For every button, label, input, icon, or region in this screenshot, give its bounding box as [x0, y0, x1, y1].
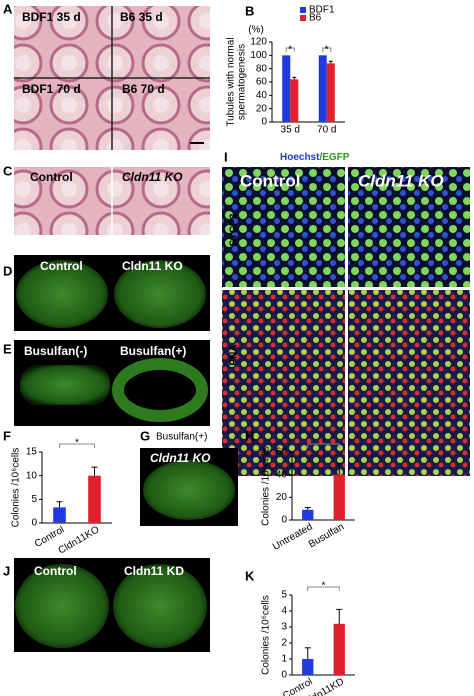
image-label: BDF1 35 d [22, 10, 81, 24]
significance-bracket [285, 47, 295, 52]
image-label: Control [40, 259, 83, 273]
image-label: Busulfan(+) [120, 344, 186, 358]
unit-label: (%) [248, 25, 264, 36]
y-tick-label: 10 [26, 470, 38, 481]
panel-letter: F [3, 428, 11, 443]
image-label: SYCP3 [229, 213, 240, 246]
bar [318, 55, 327, 123]
y-tick-label: 20 [276, 492, 288, 503]
y-tick-label: 5 [281, 590, 287, 601]
y-axis-label: Colonies /10⁶cells [261, 595, 272, 675]
title-part: /EGFP [319, 152, 349, 163]
bar [302, 509, 314, 520]
y-tick-label: 60 [256, 77, 268, 88]
image-label: Cldn11 KD [124, 564, 184, 578]
legend-label: BDF1 [309, 5, 335, 16]
fluorescence-image [143, 460, 235, 520]
significance-star: * [75, 438, 79, 449]
panel-letter: I [224, 149, 228, 164]
y-tick-label: 20 [256, 103, 268, 114]
significance-bracket [307, 586, 340, 591]
legend-swatch [300, 15, 306, 21]
image-label: Control [240, 171, 300, 190]
y-tick-label: 120 [250, 37, 267, 48]
image-label: BDF1 70 d [22, 82, 81, 96]
image-label: Busulfan(+) [156, 432, 207, 443]
bar [53, 507, 66, 523]
bar [333, 623, 345, 675]
x-tick-label: 35 d [281, 125, 300, 136]
bar [326, 63, 335, 122]
panel-letter: B [245, 3, 254, 18]
panel-letter: C [3, 163, 13, 178]
x-tick-label: Untreated [271, 521, 315, 552]
significance-star: * [325, 45, 329, 56]
fluorescence-image [113, 564, 207, 648]
significance-star: * [288, 45, 292, 56]
bar [88, 475, 101, 523]
significance-bracket [59, 443, 95, 448]
image-label: Cldn11 KO [150, 451, 211, 465]
image-label: PNA [229, 344, 240, 365]
bar [302, 659, 314, 675]
y-tick-label: 40 [276, 469, 288, 480]
image-label: Control [30, 170, 73, 184]
y-tick-label: 2 [281, 638, 287, 649]
significance-star: * [322, 438, 326, 449]
y-tick-label: 0 [31, 518, 37, 529]
significance-bracket [322, 47, 332, 52]
y-tick-label: 100 [250, 50, 267, 61]
title-part: Hoechst [280, 152, 320, 163]
image-label: Busulfan(-) [24, 344, 87, 358]
fluorescence-image [112, 358, 208, 422]
image-label: Cldn11 KO [358, 171, 444, 190]
y-tick-label: 4 [281, 606, 287, 617]
legend-label: B6 [309, 13, 322, 24]
fluorescence-image [114, 260, 206, 328]
y-tick-label: 40 [256, 90, 268, 101]
image-label: B6 70 d [122, 82, 165, 96]
panel-letter: G [140, 428, 150, 443]
panel-letter: A [3, 1, 13, 16]
y-tick-label: 5 [31, 494, 37, 505]
panel-letter: K [245, 568, 255, 583]
panel-letter: J [3, 563, 10, 578]
y-tick-label: 60 [276, 447, 288, 458]
image-label: Cldn11 KO [122, 259, 183, 273]
image-label: Control [34, 564, 77, 578]
y-tick-label: 1 [281, 654, 287, 665]
image-label: Cldn11 KO [122, 170, 183, 184]
confocal-image [222, 167, 345, 287]
fluorescence-image [15, 564, 109, 648]
y-tick-label: 0 [261, 117, 267, 128]
fluorescence-image [20, 365, 110, 405]
y-axis-label: Colonies /10⁶cells [11, 448, 22, 528]
y-axis-label: Colonies /10⁶cells [261, 446, 272, 526]
panel-title: Hoechst/EGFP [280, 152, 350, 163]
y-tick-label: 0 [281, 515, 287, 526]
panel-letter: D [3, 263, 12, 278]
image-label: B6 35 d [120, 10, 163, 24]
x-tick-label: Busulfan [307, 521, 346, 550]
fluorescence-image [16, 260, 108, 328]
significance-bracket [307, 443, 340, 448]
bar [282, 55, 291, 123]
panel-letter: E [3, 341, 12, 356]
y-tick-label: 15 [26, 447, 38, 458]
confocal-image [222, 290, 345, 476]
legend-swatch [300, 7, 306, 13]
y-tick-label: 3 [281, 622, 287, 633]
confocal-image [348, 290, 470, 476]
panel-letter: H [245, 428, 254, 443]
y-tick-label: 80 [256, 63, 268, 74]
x-tick-label: 70 d [317, 125, 336, 136]
bar [333, 474, 345, 520]
confocal-image [348, 167, 470, 287]
y-axis-label: spermatogenesis [237, 44, 248, 120]
y-axis-label: Tubules with normal [226, 37, 237, 126]
significance-star: * [322, 581, 326, 592]
bar [290, 79, 299, 122]
y-tick-label: 0 [281, 670, 287, 681]
